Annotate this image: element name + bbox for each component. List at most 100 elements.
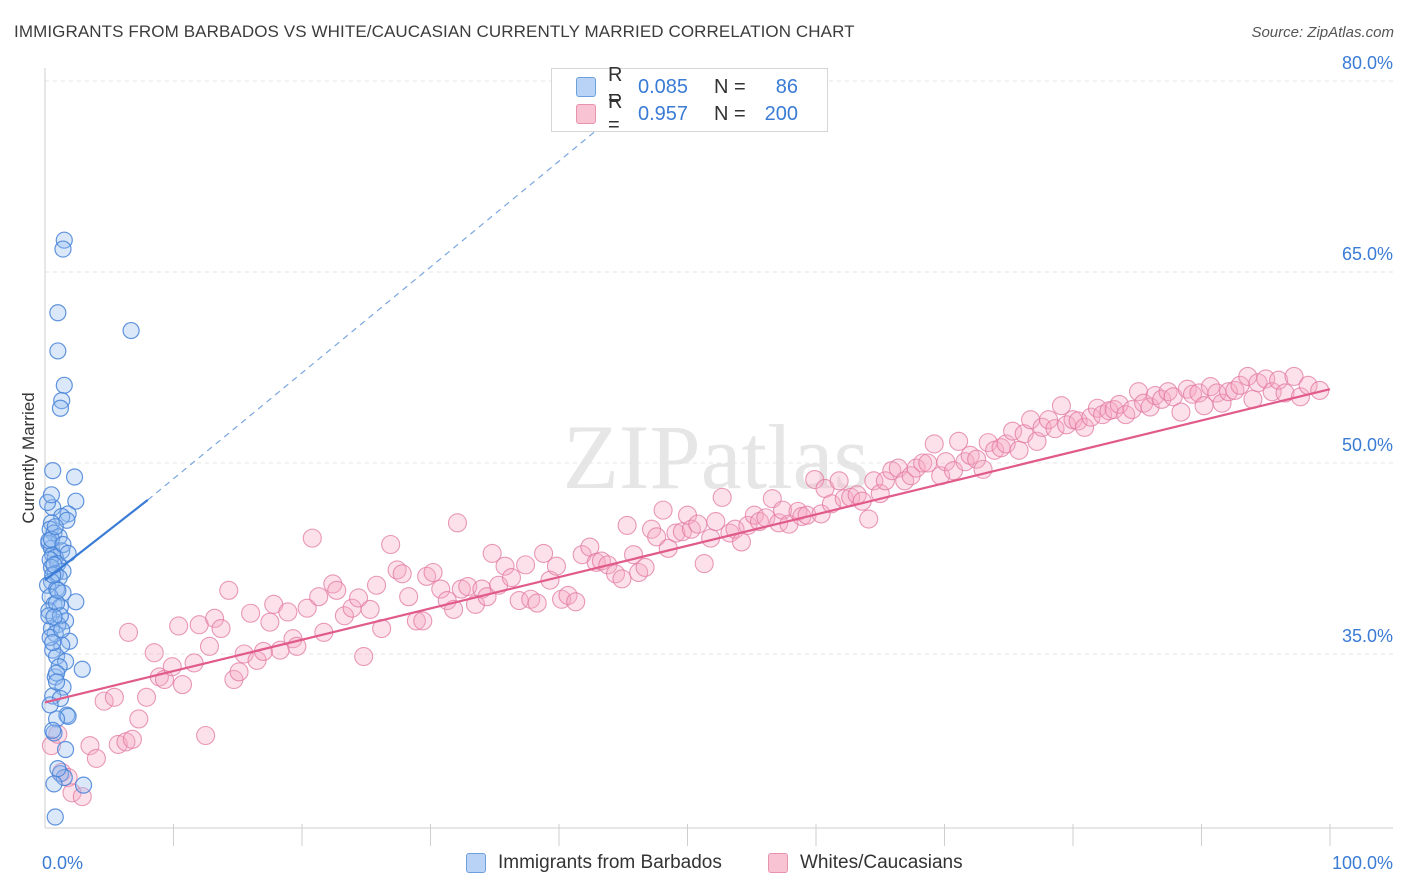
data-point-barbados [45,608,63,626]
data-point-whites [1087,398,1107,418]
data-point-barbados [49,581,67,599]
trendline-barbados-extension [147,128,598,501]
data-point-whites [118,622,139,642]
data-point-whites [104,687,124,707]
data-point-whites [829,471,849,491]
legend-row-barbados: R = 0.085 N = 86 [576,64,798,109]
data-point-barbados [49,342,67,360]
data-point-barbados [45,556,63,574]
data-point-whites [924,434,944,454]
data-point-whites [413,611,433,631]
data-point-barbados [65,468,84,486]
bottom-legend-barbados[interactable]: Immigrants from Barbados [466,852,722,874]
data-point-barbados [54,535,72,554]
data-point-whites [172,675,193,695]
y-tick-label: 35.0% [1342,626,1393,646]
legend-r-value: 0.957 [638,102,689,125]
data-point-whites [1158,382,1178,402]
data-point-barbados [47,673,66,691]
data-point-whites [906,458,926,478]
data-point-whites [169,616,189,636]
data-point-whites [1045,419,1065,439]
data-point-barbados [55,231,73,249]
source-label: Source: ZipAtlas.com [1251,24,1394,41]
data-point-whites [354,646,374,667]
data-point-whites [694,554,714,574]
correlation-legend: R = 0.085 N = 86 R = 0.957 N = 200 [551,64,828,136]
data-point-whites [744,505,764,525]
data-point-whites [1225,380,1245,400]
legend-r-value: 0.085 [638,75,689,98]
bottom-legend-whites[interactable]: Whites/Caucasians [768,852,963,874]
data-point-whites [495,556,515,576]
data-point-whites [80,736,100,756]
legend-n-label: N = [714,102,746,125]
data-point-whites [1269,370,1289,390]
data-point-whites [86,748,106,768]
data-point-whites [136,687,157,707]
data-point-barbados [73,660,91,678]
y-tick-label: 50.0% [1342,435,1393,455]
legend-r-label: R = [608,91,623,136]
x-tick-label: 0.0% [42,853,83,873]
data-point-whites [1051,396,1071,416]
data-point-whites [1182,384,1203,404]
data-point-whites [875,471,895,491]
data-point-whites [327,580,347,600]
data-point-whites [482,543,502,563]
trendline-whites [44,388,1331,704]
data-point-whites [546,556,566,576]
data-point-whites [1109,394,1129,414]
data-point-whites [617,515,637,535]
data-point-whites [612,569,632,589]
bottom-legend-label-barbados: Immigrants from Barbados [498,852,722,873]
data-point-barbados [44,721,62,740]
data-point-whites [387,560,407,580]
trendline-barbados [44,499,149,582]
data-point-whites [399,587,419,607]
data-point-barbados [122,321,140,340]
data-point-barbados [56,740,75,759]
data-point-whites [122,729,142,749]
data-point-whites [712,487,732,507]
legend-n-label: N = [714,75,746,98]
data-point-barbados [44,462,62,480]
data-point-barbados [46,518,64,536]
data-point-whites [534,543,554,563]
data-point-whites [423,562,443,583]
data-point-whites [211,618,231,639]
data-point-whites [859,509,879,529]
bottom-legend-label-whites: Whites/Caucasians [800,852,963,873]
data-point-barbados [44,633,62,652]
data-point-whites [501,568,522,588]
data-point-whites [219,580,239,600]
data-point-whites [731,532,752,552]
data-point-whites [688,514,708,534]
legend-row-whites: R = 0.957 N = 200 [576,91,798,136]
data-point-whites [955,452,975,472]
data-point-whites [821,494,841,514]
data-point-whites [647,527,667,547]
data-point-barbados [51,607,70,625]
data-point-barbados [55,376,73,394]
data-point-whites [129,709,149,729]
y-tick-label: 80.0% [1342,53,1393,73]
data-point-whites [184,653,204,673]
data-point-whites [566,592,586,612]
data-point-whites [895,471,915,491]
data-point-whites [196,725,216,746]
data-point-whites [1212,393,1232,413]
data-point-whites [558,585,578,605]
data-point-whites [1152,389,1172,409]
data-point-barbados [74,776,93,794]
data-point-whites [458,576,478,597]
data-point-whites [334,606,354,626]
data-point-whites [229,662,249,682]
data-point-whites [447,513,468,533]
data-point-whites [302,528,322,548]
data-point-whites [94,691,114,711]
data-point-whites [629,562,649,583]
bottom-legend-swatch-barbados [466,853,486,873]
data-point-whites [241,603,261,623]
